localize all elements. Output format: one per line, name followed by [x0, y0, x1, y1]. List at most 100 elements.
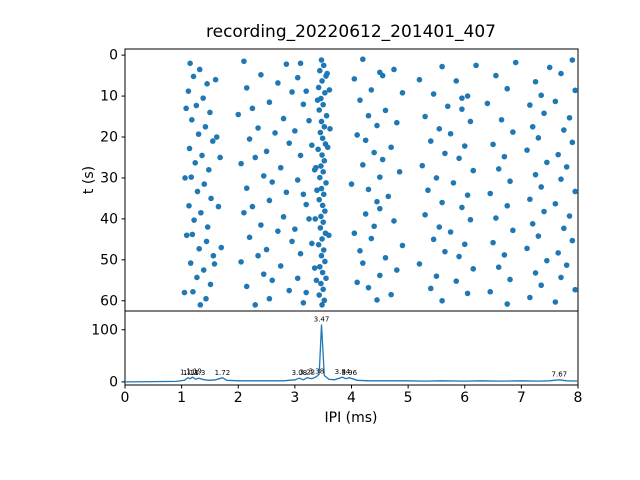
scatter-point	[189, 231, 196, 238]
scatter-point	[309, 240, 315, 247]
y-tick-label: 30	[100, 170, 118, 186]
scatter-point	[453, 78, 460, 84]
scatter-point	[319, 269, 326, 276]
y-tick-label: 0	[109, 48, 118, 64]
scatter-point	[357, 97, 363, 103]
scatter-point	[215, 203, 222, 210]
scatter-point	[212, 76, 219, 83]
scatter-point	[198, 209, 204, 216]
scatter-point	[498, 117, 505, 123]
scatter-point	[464, 290, 471, 297]
scatter-point	[348, 181, 355, 187]
scatter-point	[504, 301, 511, 307]
scatter-point	[181, 289, 188, 296]
scatter-point	[269, 277, 276, 284]
scatter-point	[362, 211, 369, 217]
scatter-point	[487, 190, 494, 197]
peak-annotation: 1.11	[180, 369, 196, 377]
scatter-point	[524, 245, 530, 252]
scatter-point	[430, 91, 437, 97]
scatter-point	[319, 202, 326, 209]
scatter-point	[377, 272, 383, 279]
scatter-point	[314, 187, 320, 194]
scatter-point	[382, 107, 389, 114]
scatter-point	[354, 279, 360, 286]
scatter-point	[327, 126, 333, 132]
scatter-point	[280, 214, 287, 220]
scatter-point	[456, 253, 462, 260]
scatter-point	[484, 100, 491, 107]
scatter-point	[255, 252, 261, 259]
scatter-point	[425, 187, 431, 194]
scatter-point	[315, 241, 322, 248]
scatter-point	[189, 117, 195, 123]
scatter-point	[194, 188, 201, 195]
scatter-point	[243, 283, 250, 290]
scatter-point	[507, 276, 513, 283]
x-tick-label: 3	[290, 390, 299, 406]
peak-annotation: 3.84	[335, 368, 351, 376]
scatter-point	[207, 281, 214, 288]
scatter-point	[320, 191, 327, 198]
scatter-point	[561, 225, 567, 232]
scatter-point	[306, 216, 312, 222]
scatter-point	[527, 102, 533, 108]
scatter-point	[464, 192, 471, 198]
scatter-point	[303, 289, 310, 296]
scatter-point	[217, 154, 223, 161]
scatter-point	[197, 302, 204, 308]
scatter-point	[263, 246, 270, 253]
scatter-point	[300, 191, 307, 198]
scatter-point	[439, 63, 445, 70]
scatter-point	[416, 76, 423, 83]
scatter-point	[300, 300, 307, 306]
scatter-point	[527, 196, 533, 203]
scatter-point	[260, 271, 267, 277]
scatter-point	[260, 173, 267, 179]
scatter-point	[433, 273, 440, 280]
scatter-point	[320, 247, 327, 253]
scatter-point	[303, 88, 310, 94]
scatter-point	[433, 175, 440, 181]
scatter-point	[202, 123, 209, 130]
scatter-point	[206, 166, 212, 173]
scatter-point	[319, 135, 326, 142]
scatter-point	[566, 114, 573, 121]
scatter-point	[544, 257, 550, 264]
scatter-point	[391, 218, 397, 224]
peak-annotation: 3.38	[309, 368, 325, 376]
scatter-point	[258, 222, 264, 228]
scatter-point	[439, 297, 445, 304]
scatter-point	[379, 156, 386, 163]
scatter-point	[210, 252, 217, 259]
scatter-point	[317, 129, 324, 136]
scatter-point	[275, 228, 281, 234]
scatter-point	[322, 258, 328, 265]
scatter-point	[396, 169, 403, 175]
scatter-point	[377, 205, 383, 212]
scatter-point	[238, 160, 244, 167]
scatter-point	[294, 74, 301, 81]
scatter-point	[394, 119, 400, 126]
scatter-point	[249, 203, 256, 210]
scatter-point	[572, 188, 578, 195]
scatter-point	[490, 239, 496, 246]
scatter-point	[323, 180, 329, 186]
scatter-point	[357, 248, 363, 254]
scatter-point	[552, 200, 559, 207]
scatter-point	[263, 148, 270, 155]
peak-annotation: 3.96	[341, 369, 357, 377]
x-tick-label: 5	[404, 390, 413, 406]
peak-annotation: 1.19	[186, 368, 202, 376]
scatter-point	[444, 103, 451, 110]
y-tick-label: 100	[91, 322, 118, 338]
scatter-point	[569, 57, 576, 63]
scatter-point	[504, 85, 511, 92]
scatter-point	[203, 295, 209, 302]
scatter-point	[277, 164, 284, 171]
scatter-point	[538, 92, 544, 99]
peak-annotation: 1.72	[215, 369, 231, 377]
scatter-point	[318, 213, 324, 220]
scatter-point	[252, 154, 259, 161]
